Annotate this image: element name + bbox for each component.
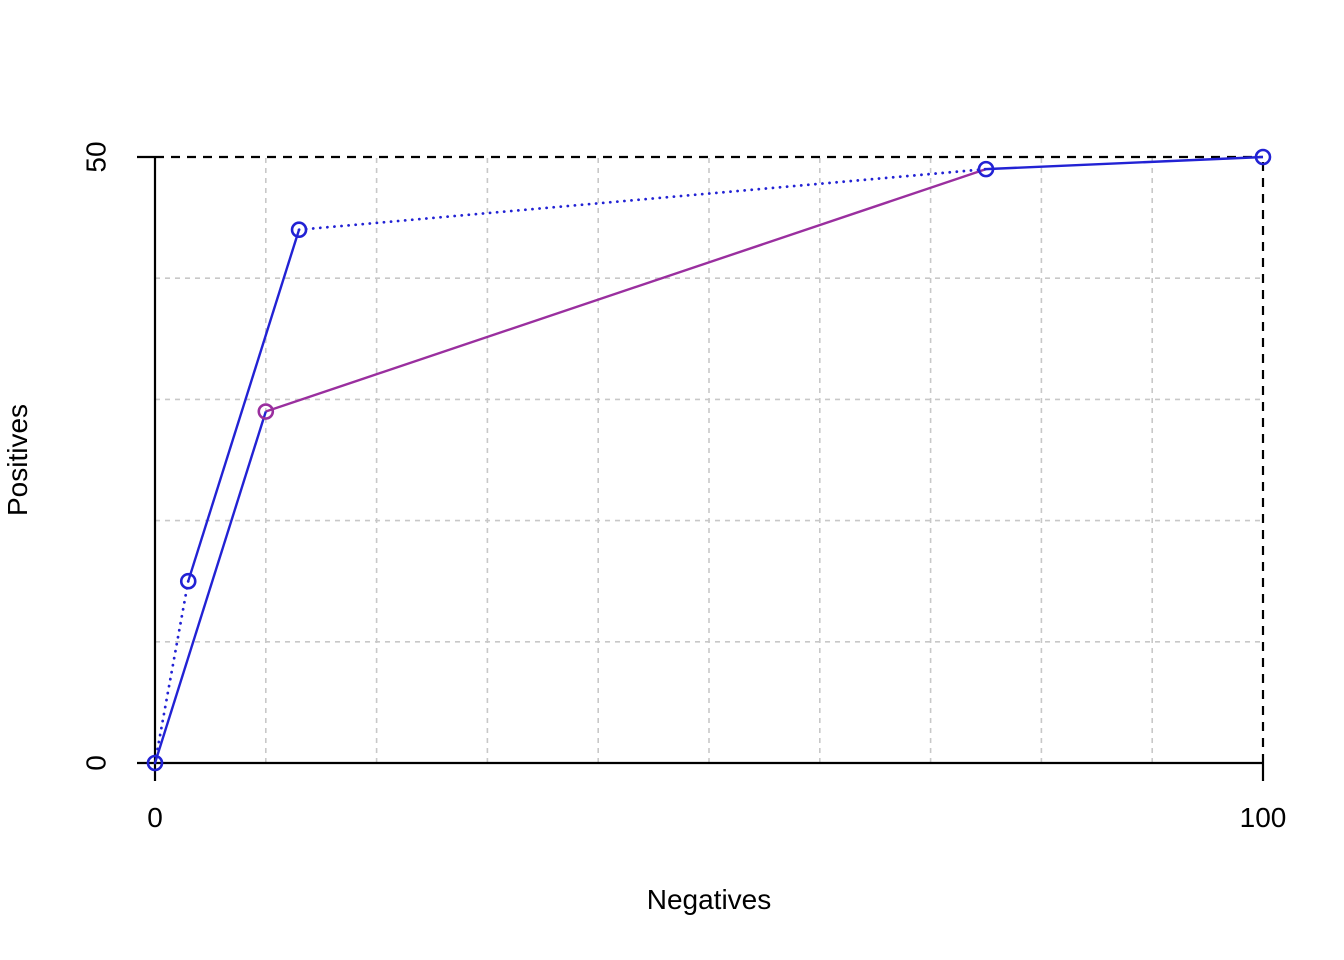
y-tick-label: 50: [80, 141, 111, 172]
data-point-marker: [179, 572, 197, 590]
purple-solid-curve-segment: [265, 167, 987, 413]
blue-dotted-hull-segment: [297, 167, 988, 232]
y-tick-label: 0: [80, 755, 111, 771]
data-point-marker: [290, 221, 308, 239]
blue-solid-curve-segment: [187, 229, 301, 582]
data-point-marker: [1254, 148, 1272, 166]
chart-plot-area: 0 50 0 100: [80, 141, 1286, 833]
x-tick-label: 0: [147, 802, 163, 833]
data-point-marker: [257, 403, 275, 420]
blue-solid-curve-segment: [153, 411, 267, 764]
x-tick-label: 100: [1240, 802, 1287, 833]
x-axis-title: Negatives: [647, 884, 772, 915]
data-point-marker: [146, 754, 164, 772]
blue-dotted-hull-segment: [153, 579, 190, 765]
blue-solid-curve-segment: [985, 155, 1264, 171]
y-axis-title: Positives: [2, 404, 33, 516]
data-point-marker: [977, 160, 995, 178]
